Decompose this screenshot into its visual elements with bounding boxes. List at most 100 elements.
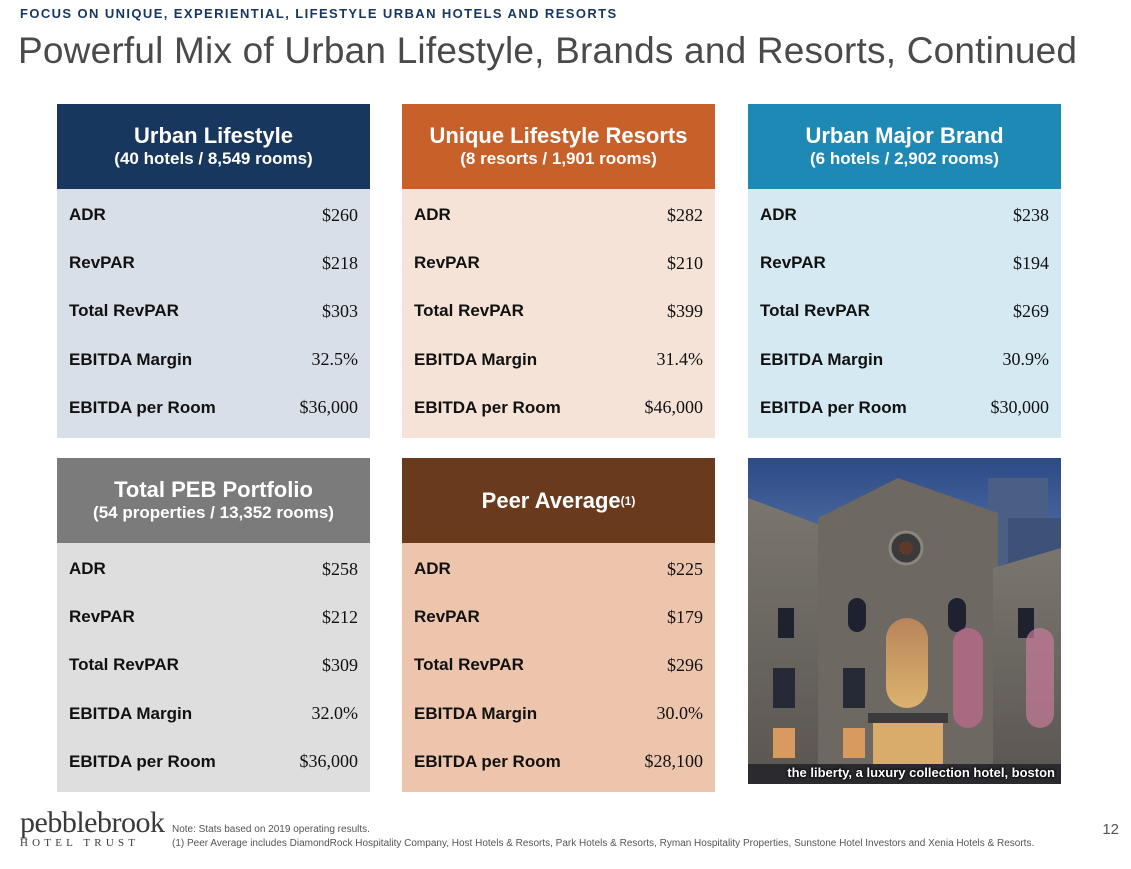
panel-header: Total PEB Portfolio (54 properties / 13,… xyxy=(57,458,370,543)
metric-label: EBITDA per Room xyxy=(69,397,216,417)
metric-row-revpar: RevPAR $218 xyxy=(57,239,370,287)
metric-value: 32.5% xyxy=(311,349,359,370)
metric-value: $303 xyxy=(322,300,358,321)
metric-value: $36,000 xyxy=(299,397,359,418)
metric-row-adr: ADR $238 xyxy=(748,191,1061,239)
metric-value: $210 xyxy=(667,252,703,273)
hotel-photo: the liberty, a luxury collection hotel, … xyxy=(748,458,1061,784)
metric-value: $258 xyxy=(322,558,358,579)
metrics-list: ADR $282 RevPAR $210 Total RevPAR $399 EBIT… xyxy=(402,189,715,438)
metric-row-ebitda-margin: EBITDA Margin 30.9% xyxy=(748,336,1061,384)
metric-value: 31.4% xyxy=(656,349,704,370)
metric-value: $225 xyxy=(667,558,703,579)
panel-header: Unique Lifestyle Resorts (8 resorts / 1,… xyxy=(402,104,715,189)
metric-row-total-revpar: Total RevPAR $303 xyxy=(57,287,370,335)
metric-value: $269 xyxy=(1013,300,1049,321)
metric-value: 30.9% xyxy=(1002,349,1050,370)
section-kicker: FOCUS ON UNIQUE, EXPERIENTIAL, LIFESTYLE… xyxy=(20,6,618,21)
metric-label: EBITDA per Room xyxy=(414,397,561,417)
metric-row-total-revpar: Total RevPAR $269 xyxy=(748,287,1061,335)
metric-value: $296 xyxy=(667,654,703,675)
metric-label: ADR xyxy=(69,205,106,225)
metric-row-adr: ADR $225 xyxy=(402,545,715,593)
photo-caption: the liberty, a luxury collection hotel, … xyxy=(787,765,1055,780)
panel-title: Urban Lifestyle xyxy=(134,123,293,148)
page-title: Powerful Mix of Urban Lifestyle, Brands … xyxy=(18,30,1078,71)
footnote-marker: (1) xyxy=(620,494,636,508)
metrics-list: ADR $238 RevPAR $194 Total RevPAR $269 EBIT… xyxy=(748,189,1061,438)
metric-label: EBITDA Margin xyxy=(760,349,884,369)
metric-row-total-revpar: Total RevPAR $296 xyxy=(402,641,715,689)
metric-label: Total RevPAR xyxy=(69,301,179,321)
metric-row-adr: ADR $258 xyxy=(57,545,370,593)
metric-label: ADR xyxy=(760,205,797,225)
panel-subtitle: (40 hotels / 8,549 rooms) xyxy=(114,149,313,168)
metrics-list: ADR $258 RevPAR $212 Total RevPAR $309 EBIT… xyxy=(57,543,370,792)
panel-header: Urban Major Brand (6 hotels / 2,902 room… xyxy=(748,104,1061,189)
peer-average-footnote: (1) Peer Average includes DiamondRock Ho… xyxy=(172,838,1035,849)
metric-label: EBITDA Margin xyxy=(69,703,193,723)
metric-row-total-revpar: Total RevPAR $309 xyxy=(57,641,370,689)
metric-value: $30,000 xyxy=(990,397,1050,418)
metrics-list: ADR $225 RevPAR $179 Total RevPAR $296 EBIT… xyxy=(402,543,715,792)
metric-label: EBITDA per Room xyxy=(414,751,561,771)
metric-row-revpar: RevPAR $212 xyxy=(57,593,370,641)
metric-label: EBITDA per Room xyxy=(69,751,216,771)
metric-value: $218 xyxy=(322,252,358,273)
metric-row-ebitda-per-room: EBITDA per Room $46,000 xyxy=(402,384,715,432)
metric-value: $194 xyxy=(1013,252,1049,273)
panel-total-peb-portfolio: Total PEB Portfolio (54 properties / 13,… xyxy=(57,458,370,792)
metric-value: $46,000 xyxy=(644,397,704,418)
metric-value: $28,100 xyxy=(644,751,704,772)
metric-label: RevPAR xyxy=(414,607,480,627)
page-number: 12 xyxy=(1102,821,1119,838)
metric-label: Total RevPAR xyxy=(760,301,870,321)
footnotes: Note: Stats based on 2019 operating resu… xyxy=(172,823,1034,851)
panel-subtitle: (54 properties / 13,352 rooms) xyxy=(93,503,334,522)
logo-wordmark: pebblebrook xyxy=(20,806,165,839)
panel-title: Peer Average(1) xyxy=(482,488,636,513)
metric-value: $260 xyxy=(322,204,358,225)
stats-note: Note: Stats based on 2019 operating resu… xyxy=(172,824,370,835)
metric-value: $309 xyxy=(322,654,358,675)
panel-title: Unique Lifestyle Resorts xyxy=(429,123,688,148)
metric-row-ebitda-margin: EBITDA Margin 31.4% xyxy=(402,336,715,384)
metric-row-revpar: RevPAR $194 xyxy=(748,239,1061,287)
hotel-building-illustration xyxy=(748,458,1061,784)
metric-label: EBITDA Margin xyxy=(69,349,193,369)
metric-label: Total RevPAR xyxy=(414,655,524,675)
metric-label: EBITDA Margin xyxy=(414,703,538,723)
metric-row-adr: ADR $282 xyxy=(402,191,715,239)
panel-unique-lifestyle-resorts: Unique Lifestyle Resorts (8 resorts / 1,… xyxy=(402,104,715,438)
metric-value: $179 xyxy=(667,606,703,627)
metric-row-ebitda-margin: EBITDA Margin 30.0% xyxy=(402,690,715,738)
metric-value: $238 xyxy=(1013,204,1049,225)
metric-label: ADR xyxy=(414,205,451,225)
metric-value: $282 xyxy=(667,204,703,225)
metric-row-ebitda-per-room: EBITDA per Room $36,000 xyxy=(57,738,370,786)
panel-title: Urban Major Brand xyxy=(805,123,1004,148)
metric-value: 30.0% xyxy=(656,703,704,724)
panel-urban-major-brand: Urban Major Brand (6 hotels / 2,902 room… xyxy=(748,104,1061,438)
metric-label: ADR xyxy=(414,559,451,579)
panel-header: Peer Average(1) xyxy=(402,458,715,543)
metric-label: ADR xyxy=(69,559,106,579)
metric-label: RevPAR xyxy=(414,253,480,273)
metric-row-total-revpar: Total RevPAR $399 xyxy=(402,287,715,335)
metric-label: Total RevPAR xyxy=(69,655,179,675)
metric-value: $212 xyxy=(322,606,358,627)
pebblebrook-logo: pebblebrook HOTEL TRUST xyxy=(20,806,165,850)
metric-value: $399 xyxy=(667,300,703,321)
panel-title: Total PEB Portfolio xyxy=(114,477,313,502)
logo-subtitle: HOTEL TRUST xyxy=(20,837,140,849)
panel-header: Urban Lifestyle (40 hotels / 8,549 rooms… xyxy=(57,104,370,189)
metric-label: RevPAR xyxy=(69,253,135,273)
metrics-list: ADR $260 RevPAR $218 Total RevPAR $303 EBIT… xyxy=(57,189,370,438)
metric-label: RevPAR xyxy=(69,607,135,627)
metric-label: EBITDA Margin xyxy=(414,349,538,369)
panel-subtitle: (6 hotels / 2,902 rooms) xyxy=(810,149,999,168)
panel-peer-average: Peer Average(1) ADR $225 RevPAR $179 Total… xyxy=(402,458,715,792)
metric-row-ebitda-margin: EBITDA Margin 32.5% xyxy=(57,336,370,384)
metric-row-adr: ADR $260 xyxy=(57,191,370,239)
panel-title-text: Peer Average xyxy=(481,488,621,513)
